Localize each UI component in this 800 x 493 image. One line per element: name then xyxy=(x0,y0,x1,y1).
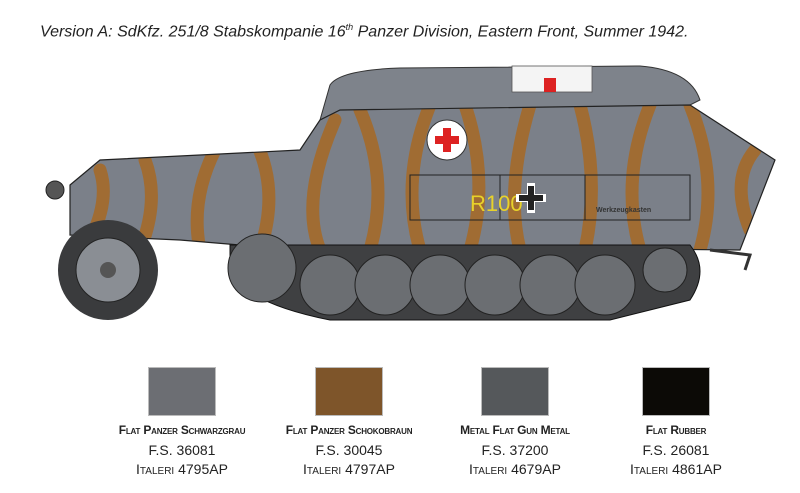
vehicle-marking: R100 xyxy=(470,191,523,216)
fs-code: F.S. 26081 xyxy=(642,442,710,458)
italeri-code: Italeri 4861AP xyxy=(630,461,722,477)
color-swatch-schwarzgrau xyxy=(148,367,216,416)
version-title: Version A: SdKfz. 251/8 Stabskompanie 16… xyxy=(40,22,689,41)
italeri-code: Italeri 4797AP xyxy=(303,461,395,477)
road-wheels xyxy=(227,233,688,316)
color-name: Flat Panzer Schokobraun xyxy=(285,423,413,437)
italeri-code: Italeri 4795AP xyxy=(136,461,228,477)
italeri-code: Italeri 4679AP xyxy=(469,461,561,477)
color-name: Flat Rubber xyxy=(645,423,707,437)
color-swatch-gun-metal xyxy=(481,367,549,416)
color-swatch-schokobraun xyxy=(315,367,383,416)
camo-stripes xyxy=(83,105,762,250)
fs-code: F.S. 36081 xyxy=(148,442,216,458)
toolbox-label: Werkzeugkasten xyxy=(596,207,651,214)
fs-code: F.S. 37200 xyxy=(481,442,549,458)
halftrack-illustration: R100 Werkzeugkasten xyxy=(45,65,776,321)
color-name: Flat Panzer Schwarzgrau xyxy=(118,423,246,437)
fs-code: F.S. 30045 xyxy=(315,442,383,458)
color-swatch-rubber xyxy=(642,367,710,416)
color-name: Metal Flat Gun Metal xyxy=(460,423,570,437)
